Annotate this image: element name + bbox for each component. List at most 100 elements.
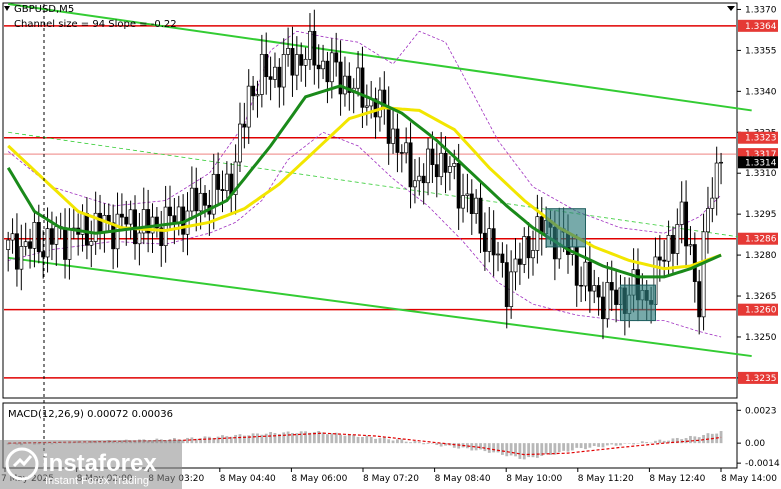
candle-body bbox=[657, 256, 662, 261]
candle bbox=[308, 13, 312, 70]
candle-body bbox=[268, 76, 273, 80]
candle bbox=[277, 58, 282, 108]
candle-body bbox=[386, 107, 391, 144]
candle-body bbox=[474, 197, 479, 214]
macd-bar bbox=[238, 434, 242, 444]
macd-bar bbox=[527, 443, 531, 458]
macd-bar bbox=[374, 438, 377, 444]
candle-body bbox=[421, 175, 426, 184]
candle-body bbox=[517, 258, 522, 265]
macd-bar bbox=[632, 443, 635, 445]
macd-bar bbox=[334, 432, 338, 444]
candle bbox=[614, 270, 619, 323]
chart-header: GBPUSD,M5 Channel size = 94 Slope = -0.2… bbox=[4, 4, 177, 420]
candle-body bbox=[137, 232, 142, 245]
candle bbox=[474, 189, 479, 224]
candle-body bbox=[84, 213, 89, 246]
level-price-label: 1.3323 bbox=[745, 134, 777, 144]
price-channel bbox=[8, 3, 752, 358]
macd-bar bbox=[277, 433, 281, 444]
macd-bar bbox=[221, 435, 224, 444]
candle bbox=[246, 69, 251, 144]
candle bbox=[705, 186, 710, 254]
current-price-label: 1.3317 bbox=[745, 150, 777, 160]
price-tick-label: 1.3310 bbox=[745, 169, 777, 179]
candle-body bbox=[408, 142, 413, 188]
macd-signal-path bbox=[8, 432, 722, 456]
candle-body bbox=[710, 197, 715, 209]
candle-body bbox=[684, 201, 689, 247]
candle bbox=[364, 84, 369, 126]
candle-body bbox=[168, 206, 172, 217]
macd-bar bbox=[557, 443, 561, 453]
candle-body bbox=[338, 61, 343, 95]
candle-body bbox=[176, 206, 181, 223]
candle bbox=[461, 173, 465, 223]
macd-bar bbox=[356, 436, 360, 444]
candle-body bbox=[461, 195, 465, 209]
band-upper bbox=[7, 30, 722, 234]
candle bbox=[49, 211, 54, 261]
candle bbox=[426, 138, 430, 196]
macd-bar bbox=[378, 438, 382, 444]
macd-bar bbox=[640, 441, 644, 444]
macd-bar bbox=[575, 443, 579, 448]
candle-body bbox=[6, 239, 11, 250]
macd-bar bbox=[256, 433, 259, 444]
macd-bar bbox=[409, 442, 412, 444]
candle bbox=[478, 182, 483, 254]
macd-bar bbox=[535, 443, 539, 458]
macd-bar bbox=[487, 443, 491, 453]
candle-body bbox=[469, 193, 474, 214]
candle-body bbox=[321, 60, 326, 70]
macd-signal-line bbox=[8, 432, 722, 456]
scroll-arrow-icon[interactable] bbox=[727, 6, 735, 11]
time-tick-label: 8 May 07:20 bbox=[363, 474, 419, 484]
macd-bar bbox=[391, 440, 395, 444]
macd-bar bbox=[452, 443, 456, 448]
candle bbox=[251, 75, 256, 111]
candle bbox=[719, 152, 724, 185]
candle-body bbox=[251, 85, 256, 97]
time-tick-label: 8 May 12:40 bbox=[649, 474, 705, 484]
candle-body bbox=[316, 64, 321, 70]
collapse-arrow-icon[interactable] bbox=[4, 6, 10, 11]
candle bbox=[447, 156, 452, 191]
candle bbox=[583, 240, 588, 302]
candle bbox=[10, 218, 15, 254]
candle-body bbox=[111, 222, 116, 250]
macd-histogram bbox=[6, 431, 723, 460]
macd-bar bbox=[229, 436, 233, 444]
candle-body bbox=[189, 187, 194, 212]
time-tick-label: 8 May 04:40 bbox=[220, 474, 276, 484]
macd-bar bbox=[242, 435, 246, 444]
level-price-tag bbox=[738, 19, 778, 32]
candle bbox=[391, 108, 396, 154]
macd-bar bbox=[312, 432, 316, 444]
candle bbox=[605, 262, 610, 328]
candle-body bbox=[719, 161, 724, 164]
level-price-label: 1.3260 bbox=[745, 306, 777, 316]
candle-body bbox=[14, 233, 19, 270]
level-price-tag bbox=[738, 371, 778, 384]
candle bbox=[303, 47, 308, 87]
candle bbox=[168, 185, 172, 230]
macd-bar bbox=[435, 443, 439, 445]
channel-info: Channel size = 94 Slope = -0.22 bbox=[14, 19, 177, 30]
candle-body bbox=[513, 258, 518, 273]
candle bbox=[242, 102, 247, 149]
macd-bar bbox=[671, 438, 675, 444]
candle-body bbox=[299, 54, 304, 66]
candle bbox=[286, 27, 291, 67]
candle bbox=[264, 32, 269, 95]
candle bbox=[412, 158, 417, 204]
candle bbox=[697, 269, 702, 335]
highlight-box bbox=[619, 284, 656, 322]
macd-bar bbox=[553, 443, 557, 455]
macd-bar bbox=[299, 431, 303, 444]
price-tick-label: 1.3295 bbox=[745, 210, 777, 220]
candle bbox=[587, 241, 592, 313]
macd-bar bbox=[457, 443, 461, 449]
candle-body bbox=[211, 173, 216, 215]
time-tick-label: 8 May 10:00 bbox=[506, 474, 562, 484]
